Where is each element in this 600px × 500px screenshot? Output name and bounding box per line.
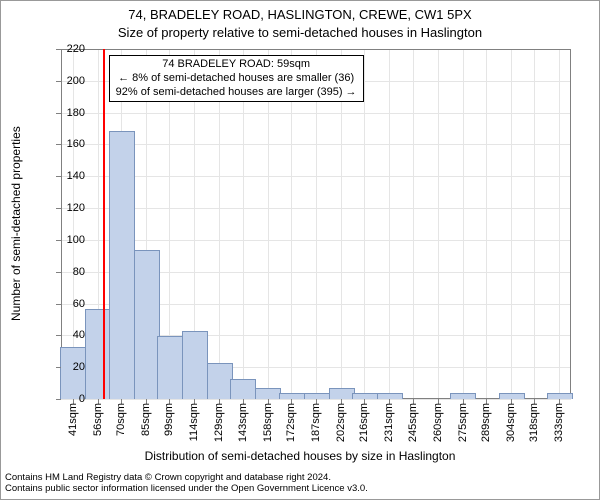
chart-title-subtitle: Size of property relative to semi-detach… xyxy=(1,25,599,40)
ytick-label: 120 xyxy=(45,202,85,214)
footer-attribution: Contains HM Land Registry data © Crown c… xyxy=(5,473,595,495)
bar xyxy=(182,331,208,399)
vgrid-line xyxy=(534,49,535,399)
ytick-label: 220 xyxy=(45,43,85,55)
ytick-label: 200 xyxy=(45,75,85,87)
y-axis-label: Number of semi-detached properties xyxy=(7,49,25,399)
plot-area: 74 BRADELEY ROAD: 59sqm ← 8% of semi-det… xyxy=(61,49,571,399)
bar xyxy=(134,250,160,399)
annotation-line2: ← 8% of semi-detached houses are smaller… xyxy=(116,72,357,86)
ytick-label: 180 xyxy=(45,107,85,119)
footer-line2: Contains public sector information licen… xyxy=(5,484,595,495)
vgrid-line xyxy=(389,49,390,399)
bar xyxy=(157,336,183,399)
ytick-label: 0 xyxy=(45,393,85,405)
vgrid-line xyxy=(364,49,365,399)
bar xyxy=(85,309,111,399)
ytick-label: 140 xyxy=(45,170,85,182)
vgrid-line xyxy=(486,49,487,399)
bar xyxy=(109,131,135,399)
vgrid-line xyxy=(463,49,464,399)
axis-top-line xyxy=(61,49,571,50)
vgrid-line xyxy=(413,49,414,399)
reference-line xyxy=(103,49,105,399)
vgrid-line xyxy=(511,49,512,399)
annotation-line1: 74 BRADELEY ROAD: 59sqm xyxy=(116,58,357,72)
bar xyxy=(255,388,281,399)
ytick-label: 20 xyxy=(45,361,85,373)
bar xyxy=(329,388,355,399)
chart-title-address: 74, BRADELEY ROAD, HASLINGTON, CREWE, CW… xyxy=(1,7,599,22)
x-axis-label: Distribution of semi-detached houses by … xyxy=(1,449,599,463)
ytick-label: 60 xyxy=(45,298,85,310)
vgrid-line xyxy=(438,49,439,399)
vgrid-line xyxy=(559,49,560,399)
figure-container: 74, BRADELEY ROAD, HASLINGTON, CREWE, CW… xyxy=(0,0,600,500)
bar xyxy=(207,363,233,399)
bar xyxy=(230,379,256,399)
ytick-label: 80 xyxy=(45,266,85,278)
annotation-box: 74 BRADELEY ROAD: 59sqm ← 8% of semi-det… xyxy=(109,55,364,102)
axis-right-line xyxy=(570,49,571,399)
ytick-label: 160 xyxy=(45,138,85,150)
ytick-label: 100 xyxy=(45,234,85,246)
ytick-label: 40 xyxy=(45,329,85,341)
annotation-line3: 92% of semi-detached houses are larger (… xyxy=(116,86,357,100)
